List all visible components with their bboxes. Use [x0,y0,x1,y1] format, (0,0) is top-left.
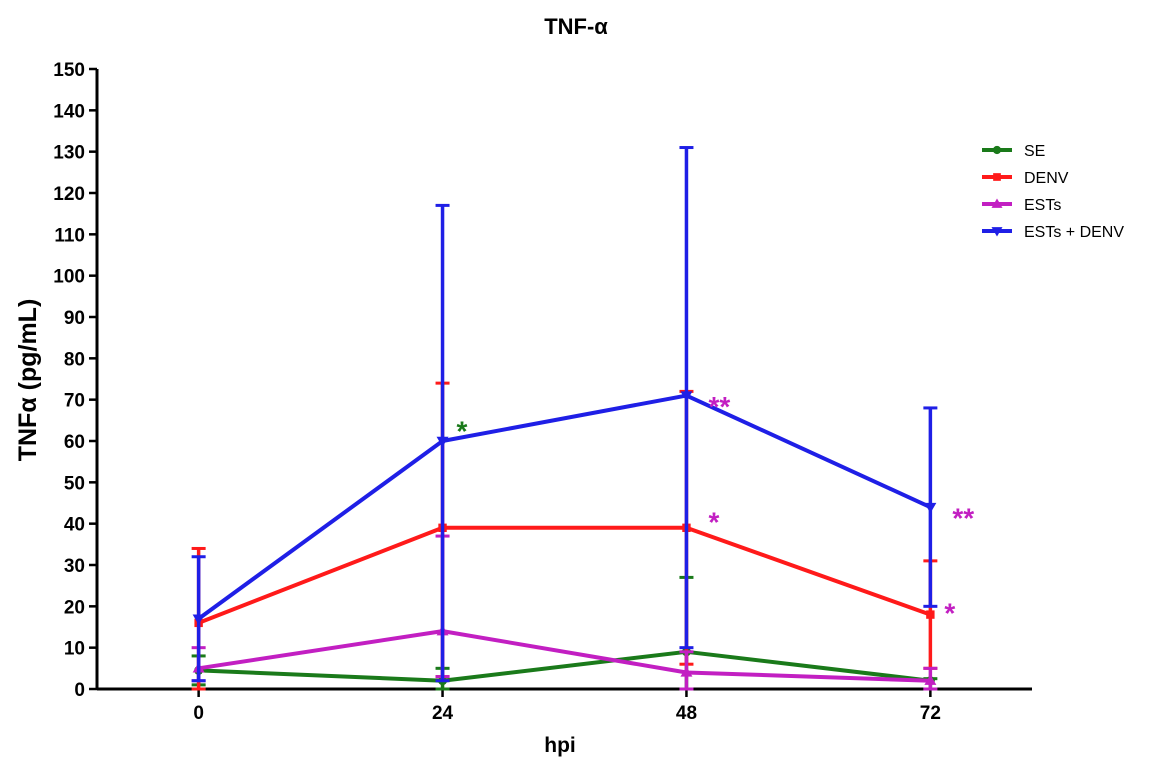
y-tick-label: 60 [64,432,85,453]
legend-item: DENV [982,170,1069,187]
y-tick-label: 120 [53,184,85,205]
series-line [198,649,931,683]
y-tick-label: 130 [53,143,85,164]
series-denv [191,381,938,691]
x-tick-label: 24 [432,703,454,724]
marker [924,674,937,685]
marker [993,173,1001,181]
series-line [197,525,932,625]
x-axis-title: hpi [544,734,576,757]
chart-title: TNF-α [544,14,608,39]
marker [192,614,205,625]
series-ests-denv [191,146,938,683]
marker [680,666,693,677]
significance-mark: * [944,597,955,628]
x-tick-label: 48 [676,703,697,724]
y-tick-label: 30 [64,556,85,577]
y-tick-label: 90 [64,308,85,329]
y-tick-label: 110 [54,225,85,246]
y-tick-label: 150 [53,60,85,81]
legend-label: ESTs [1024,197,1061,214]
legend: SE DENV ESTs ESTs + DENV [982,143,1124,241]
marker [680,391,693,402]
legend-label: ESTs + DENV [1024,224,1124,241]
legend-label: DENV [1024,170,1069,187]
y-tick-label: 10 [64,639,85,660]
y-tick-label: 140 [53,101,85,122]
series-line [197,393,932,621]
marker [436,436,449,447]
x-tick-label: 0 [193,703,204,724]
legend-item: ESTs [982,197,1061,214]
significance-mark: ** [708,391,730,422]
significance-mark: * [708,507,719,538]
legend-item: SE [982,143,1045,160]
y-tick-label: 100 [53,267,85,288]
marker [991,227,1003,237]
y-tick-label: 20 [64,597,85,618]
significance-mark: * [457,416,468,447]
legend-item: ESTs + DENV [982,224,1124,241]
y-tick-label: 70 [64,391,85,412]
legend-label: SE [1024,143,1045,160]
marker [924,502,937,514]
marker [992,145,1002,155]
y-tick-label: 40 [64,515,85,536]
marker [991,198,1003,208]
y-tick-label: 50 [64,473,85,494]
y-tick-label: 0 [74,680,85,701]
marker [926,610,935,619]
y-axis-title: TNFα (pg/mL) [14,299,42,462]
y-tick-label: 80 [64,349,85,370]
plot-area: 0 10 20 30 40 50 60 70 80 90 100 110 120 130 140 150 0 24… [53,60,1032,724]
significance-mark: ** [952,502,974,533]
series-se [191,575,938,691]
series-line [198,629,931,683]
x-tick-label: 72 [920,703,941,724]
